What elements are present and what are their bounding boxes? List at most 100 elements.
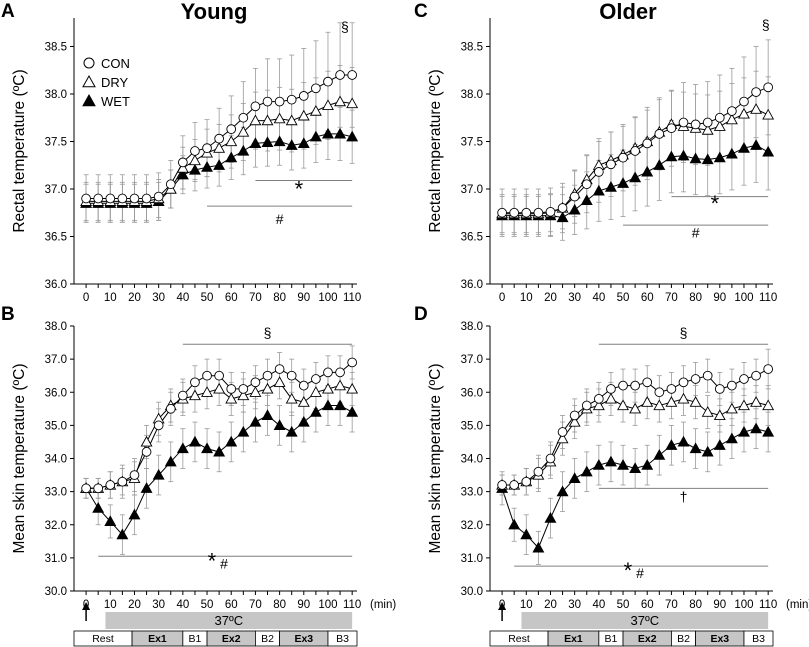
data-point [762,108,775,120]
x-tick-label: 70 [665,292,678,304]
legend-label: WET [101,94,130,109]
data-point [334,127,347,139]
data-point [237,389,250,401]
data-point [140,482,153,493]
data-point [249,415,262,427]
data-point [261,409,274,421]
data-point [678,117,689,128]
x-tick-label: 10 [104,599,117,611]
data-point [346,97,359,109]
data-point [556,485,569,497]
x-tick-label: 90 [297,599,310,611]
timeline: 37ºC Rest Ex1 B1 Ex2 B2 Ex3 B3 [73,602,358,647]
phase-label: B3 [752,633,765,645]
data-point [285,139,298,150]
data-point [297,137,310,149]
data-point [249,114,262,126]
data-point [738,399,750,411]
data-point [617,399,629,411]
data-point [521,207,532,218]
data-point [630,380,640,391]
data-point [762,399,775,411]
data-point [739,96,749,107]
data-point [677,149,690,161]
y-tick-label: 30.0 [461,586,483,598]
data-point [346,130,359,142]
data-point [140,435,153,447]
x-tick-label: 40 [592,599,605,611]
y-tick-label: 36.5 [45,232,67,244]
data-point [762,145,775,157]
data-point [750,103,763,114]
legend-label: DRY [101,75,129,90]
legend-label: CON [101,56,130,71]
panel-letter: D [414,304,428,325]
data-point [213,142,226,153]
data-point [322,127,334,139]
panel-letter: A [1,1,15,22]
y-tick-label: 38.5 [461,42,483,54]
data-point [521,476,532,487]
data-point [618,380,628,391]
x-unit-label: (min) [370,599,396,611]
data-point [188,154,201,166]
y-tick-label: 32.0 [461,520,483,532]
annotation-mark: # [692,224,700,240]
data-point [689,396,702,407]
data-point [105,480,116,490]
annotation-mark: § [680,325,688,341]
data-point [702,117,713,128]
data-point [188,389,201,401]
data-point [176,161,189,173]
x-tick-label: 90 [297,292,310,304]
data-point [713,439,726,450]
data-point [701,123,714,135]
data-point [497,480,507,490]
phase-label: Rest [508,633,530,645]
data-point [762,425,775,437]
phase-label: B1 [189,633,202,645]
data-point [618,152,628,163]
y-tick-label: 38.0 [45,321,67,333]
data-point [81,193,91,204]
x-tick-label: 30 [152,599,165,611]
data-point [309,386,322,397]
y-tick-label: 31.0 [461,553,483,565]
data-point [153,191,164,202]
data-point [642,138,653,149]
x-tick-label: 60 [225,292,238,304]
data-point [237,125,250,137]
data-point [606,159,616,170]
data-point [532,541,545,553]
data-point [141,447,152,457]
panel-D: 30.031.032.033.034.035.036.037.038.00102… [414,304,809,647]
data-point [261,382,274,394]
x-tick-label: 80 [273,599,286,611]
panel-letter: B [1,304,15,325]
panel-C: 36.0 36.5 37.0 37.5 38.0 38.5 0 10 20 30 40 50 60 70 8… [414,1,777,304]
data-point [508,518,521,530]
data-point [322,382,334,394]
x-tick-label: 20 [544,599,557,611]
y-tick-label: 36.0 [45,387,67,399]
data-point [250,377,261,388]
y-tick-label: 31.0 [45,553,67,565]
column-title: Young [181,0,248,24]
data-point [347,357,358,368]
data-point [153,420,164,431]
data-point [629,402,642,414]
data-point [677,392,690,404]
data-point [568,415,581,427]
heat-bar-label: 37ºC [214,613,243,628]
data-point [751,87,761,97]
data-point [250,101,261,112]
series-con [83,345,355,499]
data-point [738,425,750,437]
data-point [725,147,738,159]
x-tick-label: 10 [104,292,117,304]
series-con [83,22,355,223]
data-point [335,70,345,80]
data-point [286,94,297,105]
annotation-mark: # [636,565,644,581]
data-point [727,380,737,391]
